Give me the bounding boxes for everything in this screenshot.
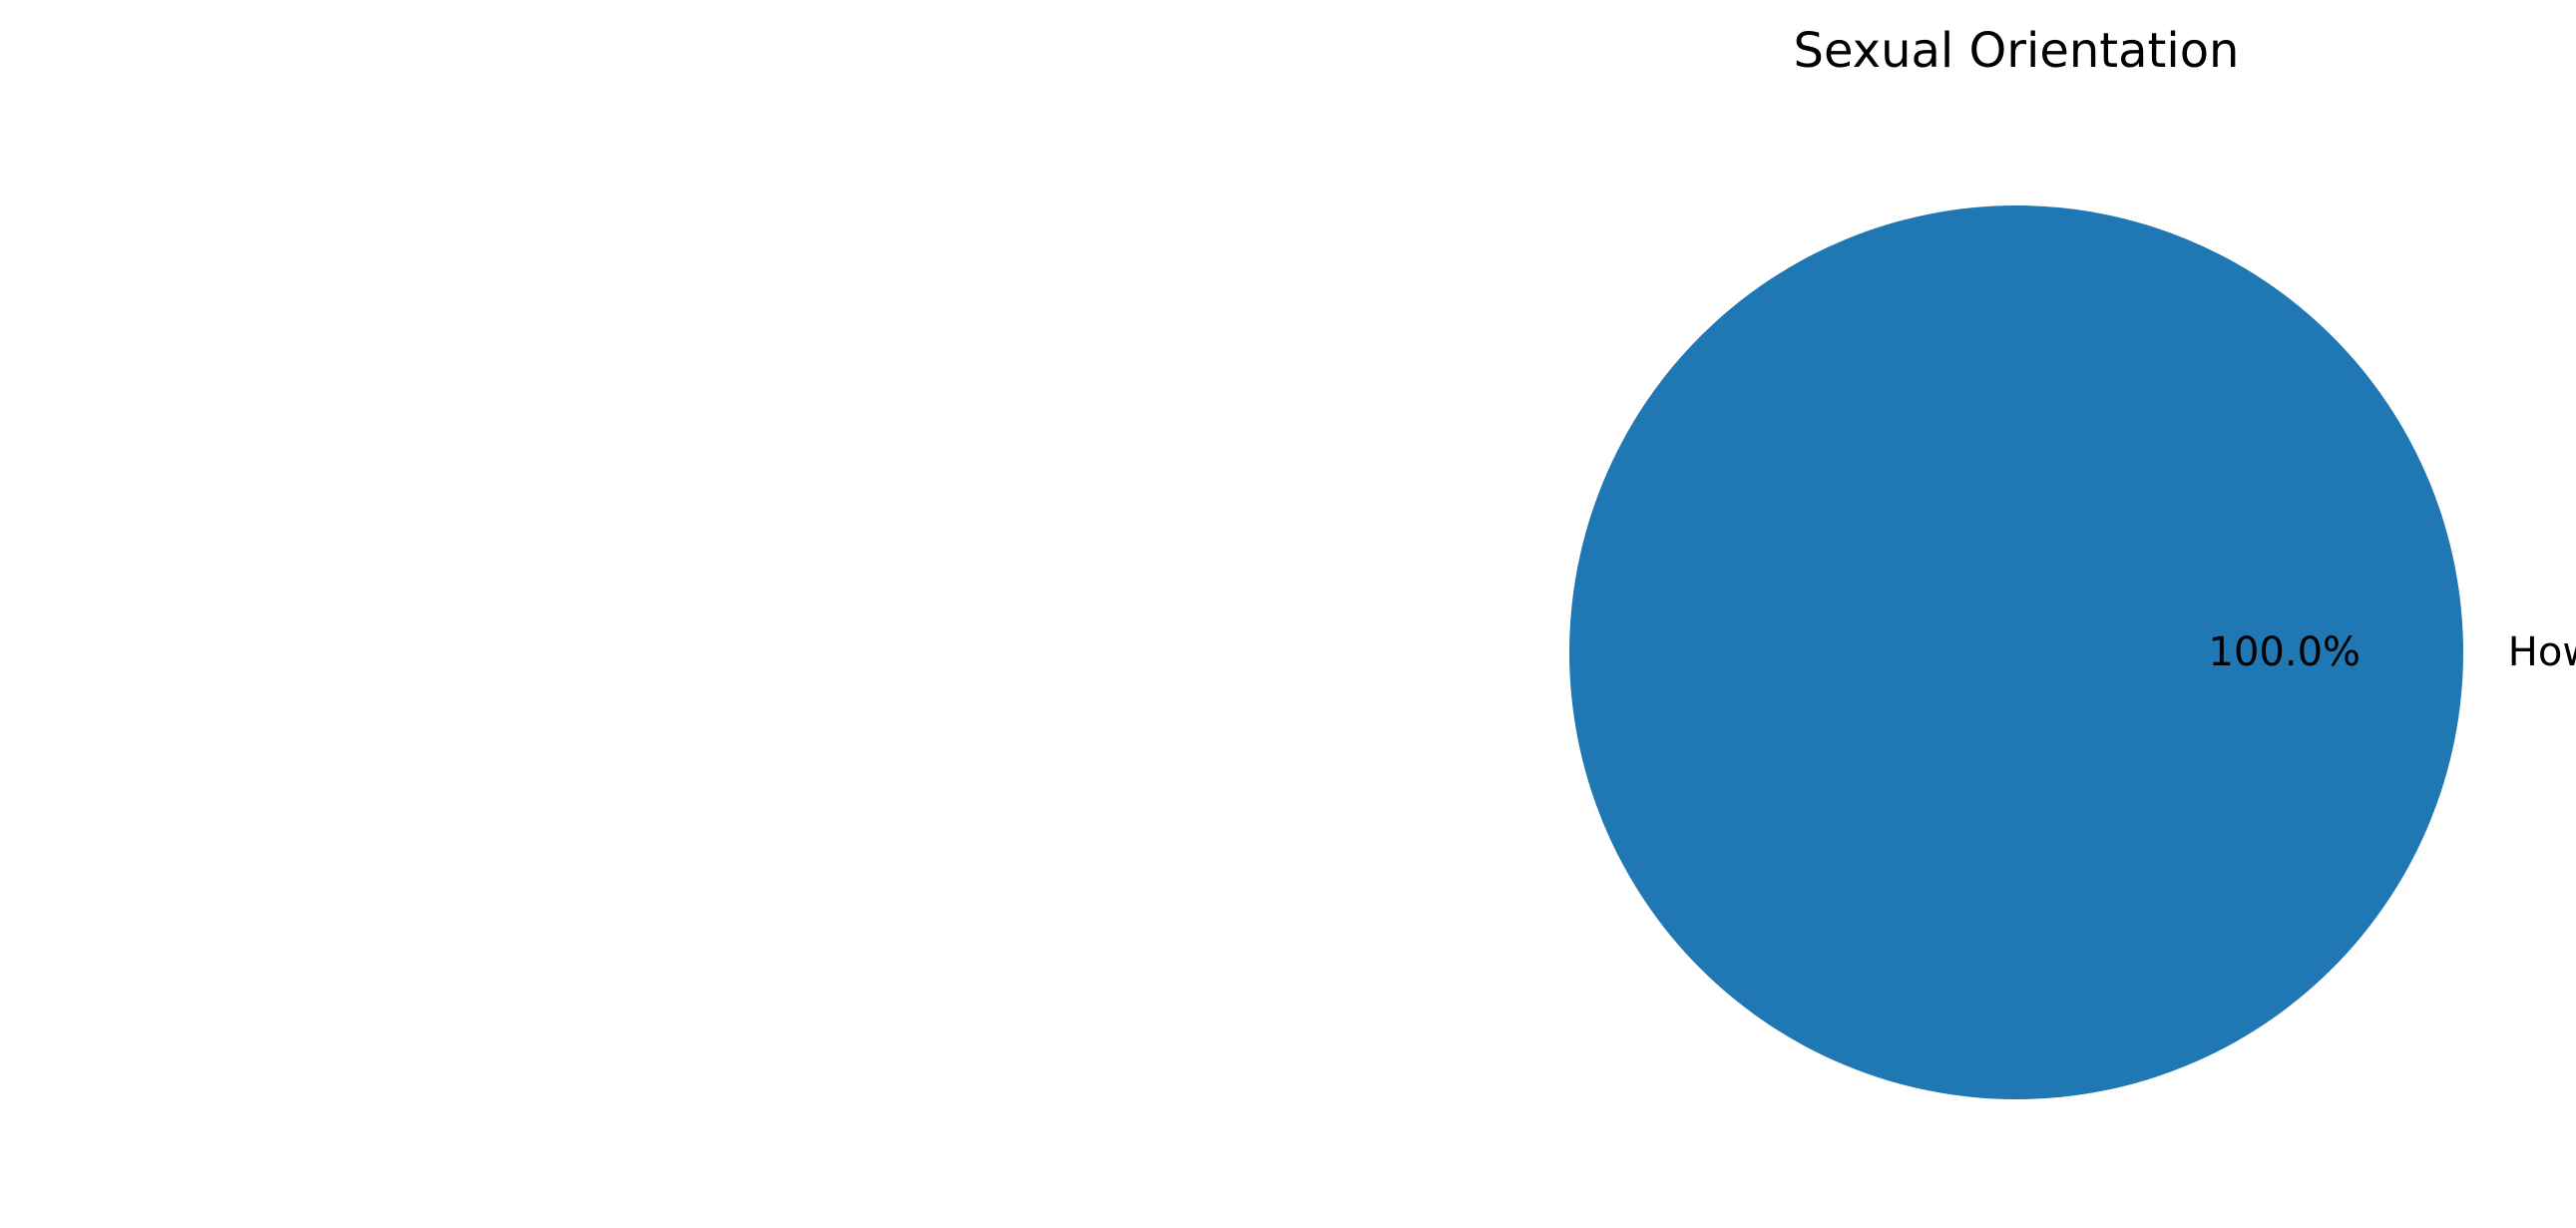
chart-title: Sexual Orientation bbox=[1794, 23, 2240, 79]
pie-labels: 100.0% How do you describe your sexual or… bbox=[2209, 629, 2576, 675]
slice-percent-label: 100.0% bbox=[2209, 629, 2361, 675]
pie-slices bbox=[1569, 205, 2463, 1099]
slice-category-label: How do you describe your sexual orientat… bbox=[2508, 629, 2576, 675]
pie-slice bbox=[1569, 205, 2463, 1099]
